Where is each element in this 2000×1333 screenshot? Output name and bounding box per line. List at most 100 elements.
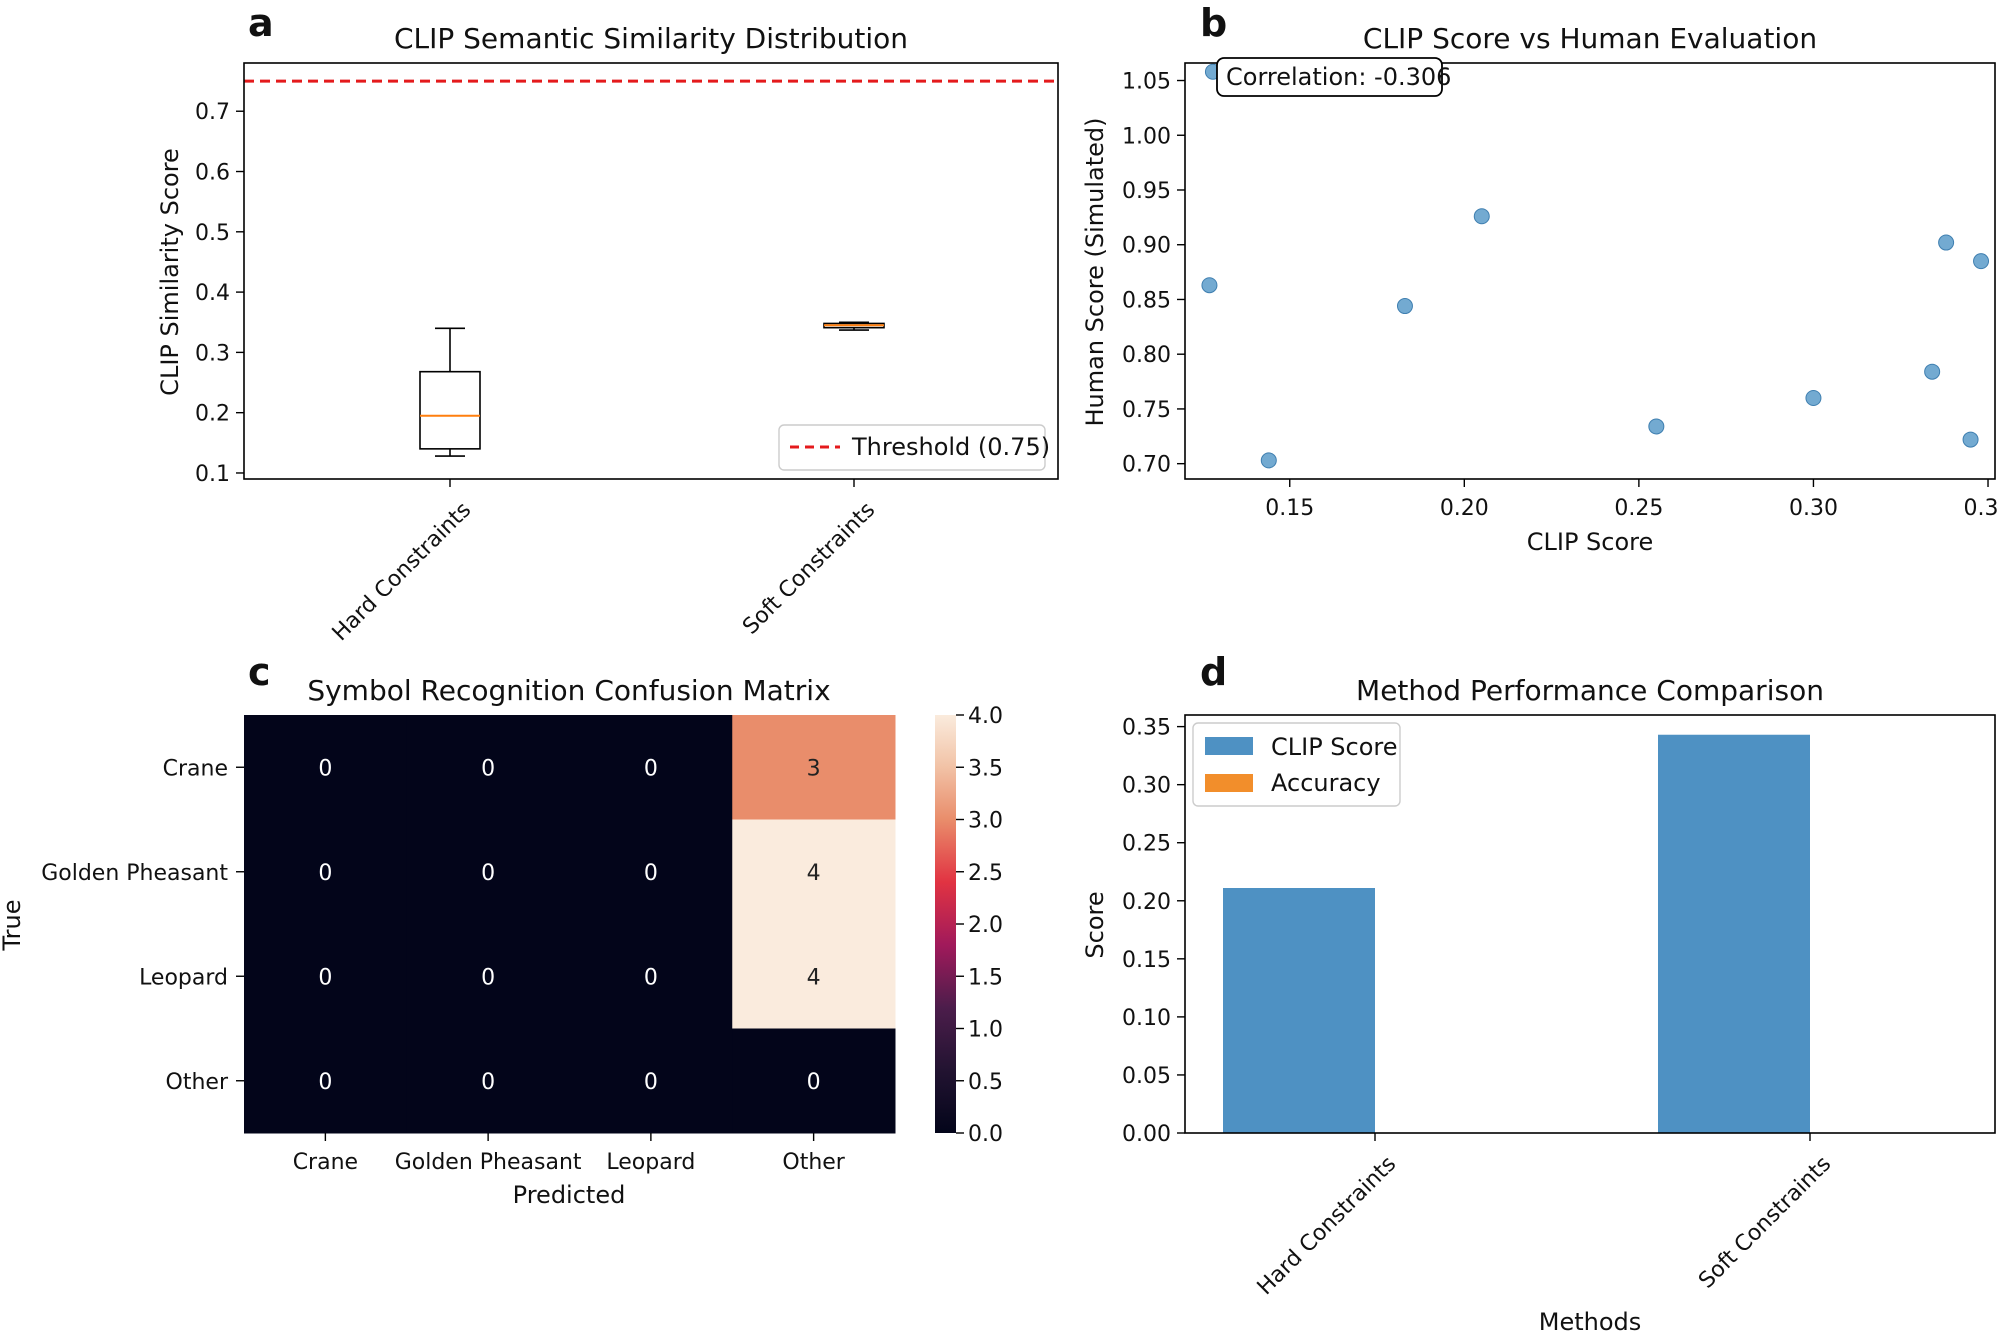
panel-b-letter: b [1200, 1, 1227, 45]
panel-c-cell-value: 0 [481, 861, 495, 886]
panel-d-legend-clip-swatch [1205, 737, 1253, 755]
panel-c-cell-value: 3 [807, 756, 821, 781]
panel-b-ytick-label: 0.85 [1122, 288, 1171, 313]
panel-d-xtick-label: Soft Constraints [1694, 1152, 1836, 1294]
panel-c-colorbar-tick-label: 1.0 [968, 1018, 1003, 1043]
panel-c-cell [406, 1028, 570, 1134]
panel-d-ytick-label: 0.10 [1122, 1006, 1171, 1031]
panel-c-ytick-label: Other [166, 1070, 229, 1095]
panel-d-ytick-label: 0.20 [1122, 890, 1171, 915]
panel-b-point [1924, 363, 1941, 380]
panel-b-annotation: Correlation: -0.306 [1216, 57, 1451, 97]
panel-a-ylabel: CLIP Similarity Score [156, 148, 184, 396]
panel-c-colorbar-tick-label: 2.0 [968, 913, 1003, 938]
panel-a-boxplot: CLIP Semantic Similarity Distribution CL… [156, 22, 1059, 646]
panel-c-cell-value: 4 [807, 965, 821, 990]
panel-d-letter: d [1200, 650, 1227, 694]
panel-a-legend-threshold-label: Threshold (0.75) [851, 433, 1050, 461]
panel-b-frame [1184, 62, 1996, 480]
panel-c-ytick-label: Crane [163, 756, 228, 781]
panel-d-ylabel: Score [1081, 891, 1109, 958]
panel-b-ylabel: Human Score (Simulated) [1081, 117, 1109, 426]
panel-a-title: CLIP Semantic Similarity Distribution [394, 22, 908, 55]
panel-a-ytick-label: 0.4 [195, 281, 230, 306]
panel-c-cell [569, 1028, 733, 1134]
panel-a-xtick-label: Soft Constraints [738, 498, 880, 640]
panel-a-box [419, 370, 481, 450]
panel-a-legend: Threshold (0.75) [778, 424, 1050, 471]
panel-b-scatter: CLIP Score vs Human Evaluation CLIP Scor… [1081, 22, 2000, 556]
panel-d-ytick-label: 0.25 [1122, 832, 1171, 857]
panel-c-cell-value: 0 [481, 965, 495, 990]
panel-d-xtick-label: Hard Constraints [1253, 1152, 1402, 1301]
panel-c-cell-value: 4 [807, 861, 821, 886]
panel-b-annotation-text: Correlation: -0.306 [1226, 63, 1451, 91]
panel-c-cell [244, 819, 408, 925]
panel-c-ytick-label: Leopard [139, 965, 228, 990]
panel-b-point [1962, 431, 1979, 448]
panel-c-cell-value: 0 [318, 965, 332, 990]
panel-b-ytick-label: 0.90 [1122, 234, 1171, 259]
panel-c-xtick-label: Crane [293, 1150, 358, 1175]
panel-b-xtick-label: 0.15 [1265, 496, 1314, 521]
panel-c-cell [244, 1028, 408, 1134]
panel-c-ytick-label: Golden Pheasant [41, 861, 228, 886]
panel-a-ytick-label: 0.7 [195, 100, 230, 125]
panel-d-xlabel: Methods [1539, 1308, 1642, 1333]
panel-b-ytick-label: 0.75 [1122, 398, 1171, 423]
panel-c-letter: c [248, 650, 271, 694]
panel-c-colorbar [935, 715, 956, 1133]
panel-c-cell-value: 0 [644, 756, 658, 781]
panel-d-title: Method Performance Comparison [1356, 674, 1824, 707]
panel-a-letter: a [248, 1, 274, 45]
panel-c-cell [732, 924, 896, 1029]
panel-d-ytick-label: 0.30 [1122, 774, 1171, 799]
panel-c-colorbar-tick-label: 0.5 [968, 1070, 1003, 1095]
panel-b-point [1938, 234, 1955, 251]
panel-b-ytick-label: 0.95 [1122, 179, 1171, 204]
panel-b-xlabel: CLIP Score [1527, 528, 1654, 556]
panel-d-bar [1658, 734, 1810, 1133]
panel-d-ytick-label: 0.15 [1122, 948, 1171, 973]
panel-c-cell [569, 715, 733, 820]
panel-c-cell-value: 0 [481, 1070, 495, 1095]
panel-c-title: Symbol Recognition Confusion Matrix [307, 674, 830, 707]
panel-a-frame [243, 62, 1059, 480]
panel-d-legend-accuracy-label: Accuracy [1271, 769, 1381, 797]
panel-c-cell-value: 0 [807, 1070, 821, 1095]
panel-d-bar [1223, 888, 1375, 1133]
panel-c-cell-value: 0 [318, 756, 332, 781]
panel-b-ytick-label: 0.80 [1122, 343, 1171, 368]
panel-c-xtick-label: Golden Pheasant [395, 1150, 582, 1175]
panel-b-point [1473, 208, 1490, 225]
panel-d-bars: Method Performance Comparison Methods Sc… [1081, 674, 1996, 1333]
panel-c-cell [569, 819, 733, 925]
panel-b-point [1260, 452, 1277, 469]
panel-b-annotation-box [1216, 57, 1443, 97]
panel-b-point [1805, 389, 1822, 406]
panel-c-cell [406, 924, 570, 1029]
panel-d-ytick-label: 0.35 [1122, 716, 1171, 741]
panel-c-colorbar-tick-label: 0.0 [968, 1122, 1003, 1147]
panel-c-cell [732, 1028, 896, 1134]
panel-c-colorbar-tick-label: 1.5 [968, 965, 1003, 990]
panel-c-xtick-label: Leopard [606, 1150, 695, 1175]
panel-c-cell [732, 819, 896, 925]
panel-c-cell [244, 715, 408, 820]
panel-c-colorbar-tick-label: 2.5 [968, 861, 1003, 886]
panel-c-cell-value: 0 [318, 861, 332, 886]
panel-a-legend-box [778, 424, 1046, 471]
panel-c-heatmap: Symbol Recognition Confusion Matrix Pred… [0, 674, 1003, 1209]
panel-c-cell [244, 924, 408, 1029]
panel-a-ytick-label: 0.3 [195, 341, 230, 366]
panel-d-frame [1184, 714, 1996, 1134]
panel-b-point [1648, 418, 1665, 435]
panel-c-ylabel: True [0, 900, 26, 952]
panel-c-colorbar-tick-label: 3.5 [968, 756, 1003, 781]
panel-c-colorbar-tick-label: 3.0 [968, 809, 1003, 834]
panel-b-xtick-label: 0.25 [1614, 496, 1663, 521]
panel-b-xtick-label: 0.35 [1964, 496, 2000, 521]
panel-c-cell [569, 924, 733, 1029]
panel-c-xtick-label: Other [782, 1150, 845, 1175]
